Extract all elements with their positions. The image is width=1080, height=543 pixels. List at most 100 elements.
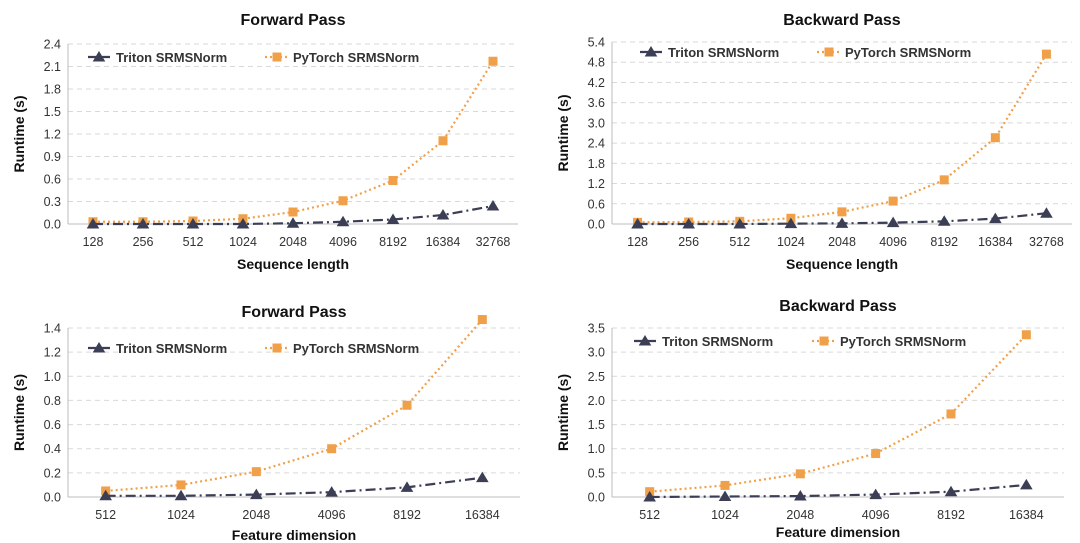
pytorch-point [402,400,412,410]
y-tick-label: 0.8 [44,394,61,408]
x-tick-label: 128 [83,235,104,249]
y-tick-label: 0.3 [44,195,61,209]
y-tick-label: 1.0 [588,442,605,456]
pytorch-point [990,133,1000,143]
x-tick-label: 2048 [242,508,270,522]
legend-label-pytorch: PyTorch SRMSNorm [293,341,419,356]
y-tick-label: 2.4 [588,137,605,151]
x-tick-label: 512 [729,235,750,249]
y-tick-label: 0.4 [44,442,61,456]
y-tick-label: 0.0 [588,218,605,232]
x-tick-label: 256 [678,235,699,249]
y-tick-label: 1.8 [588,157,605,171]
x-tick-label: 512 [183,235,204,249]
y-tick-label: 0.6 [588,197,605,211]
y-tick-label: 1.5 [588,418,605,432]
pytorch-point [1021,330,1031,340]
pytorch-point [1041,49,1051,59]
triton-point [136,218,150,229]
legend-label-pytorch: PyTorch SRMSNorm [840,334,966,349]
triton-point [86,218,100,229]
x-tick-label: 4096 [879,235,907,249]
y-tick-label: 3.6 [588,96,605,110]
x-tick-label: 1024 [711,508,739,522]
x-tick-label: 4096 [329,235,357,249]
y-tick-label: 0.6 [44,173,61,187]
triton-point [718,490,732,502]
pytorch-point [488,56,498,66]
pytorch-point [327,444,337,454]
chart-title: Backward Pass [783,12,901,29]
triton-point [486,200,500,211]
chart-backward-seq: 0.0 0.6 1.2 1.8 2.4 3.0 3.6 4.2 4.8 5.4 128 256 512 1… [555,12,1072,272]
x-axis-label: Feature dimension [776,524,900,540]
y-tick-label: 1.4 [44,322,61,336]
triton-point [794,490,807,501]
triton-point [682,218,695,229]
chart-backward-feat: 0.0 0.5 1.0 1.5 2.0 2.5 3.0 3.5 512 1024 2048 4096 8… [555,298,1064,540]
pytorch-point [720,480,730,490]
triton-point [236,218,250,229]
triton-point [250,488,263,500]
legend-triton-marker [638,335,652,346]
pytorch-point [837,207,847,217]
x-tick-label: 2048 [828,235,856,249]
pytorch-point [871,449,881,459]
pytorch-point [176,480,186,490]
triton-point [325,486,338,497]
pytorch-point [288,207,298,217]
triton-point [286,217,300,228]
triton-point [937,215,951,226]
y-tick-label: 2.1 [44,60,61,74]
y-tick-label: 1.2 [44,346,61,360]
y-tick-label: 0.6 [44,418,61,432]
chart-title: Forward Pass [241,12,346,29]
x-tick-label: 1024 [229,235,257,249]
pytorch-point [795,469,805,479]
pytorch-point [251,467,261,477]
x-tick-label: 16384 [426,235,461,249]
legend-pytorch-marker [272,52,282,62]
x-tick-label: 8192 [393,508,421,522]
pytorch-point [438,136,448,146]
triton-point [174,489,188,501]
triton-point [835,217,849,228]
x-axis-label: Sequence length [237,256,349,272]
legend-label-triton: Triton SRMSNorm [668,45,779,60]
legend-pytorch-marker [819,336,829,346]
legend-pytorch-marker [824,47,834,57]
legend-label-pytorch: PyTorch SRMSNorm [845,45,971,60]
x-tick-label: 2048 [786,508,814,522]
legend-pytorch-marker [272,343,282,353]
pytorch-point [939,175,949,185]
x-tick-label: 16384 [978,235,1013,249]
triton-point [631,218,644,229]
triton-line [649,483,1027,499]
y-tick-label: 1.2 [44,128,61,142]
y-tick-label: 0.5 [588,466,605,480]
y-axis-label: Runtime (s) [555,374,571,451]
triton-point [1020,478,1033,490]
y-tick-label: 4.8 [588,56,605,70]
triton-point [643,491,656,502]
y-axis-label: Runtime (s) [11,96,27,173]
legend-triton-marker [644,46,658,57]
legend-label-triton: Triton SRMSNorm [116,50,227,65]
x-tick-label: 128 [627,235,648,249]
pytorch-line [105,318,484,493]
y-tick-label: 2.4 [44,38,61,52]
x-tick-label: 16384 [1009,508,1044,522]
x-tick-label: 8192 [930,235,958,249]
pytorch-point [477,315,487,325]
x-tick-label: 8192 [379,235,407,249]
y-tick-label: 3.0 [588,346,605,360]
x-tick-label: 1024 [777,235,805,249]
y-tick-label: 1.2 [588,177,605,191]
y-tick-label: 4.2 [588,76,605,90]
chart-forward-seq: 0.0 0.3 0.6 0.9 1.2 1.5 1.8 2.1 2.4 128 256 512 1024… [11,12,518,272]
x-tick-label: 4096 [318,508,346,522]
pytorch-point [888,196,898,206]
triton-point [336,215,350,227]
y-tick-label: 5.4 [588,36,605,50]
